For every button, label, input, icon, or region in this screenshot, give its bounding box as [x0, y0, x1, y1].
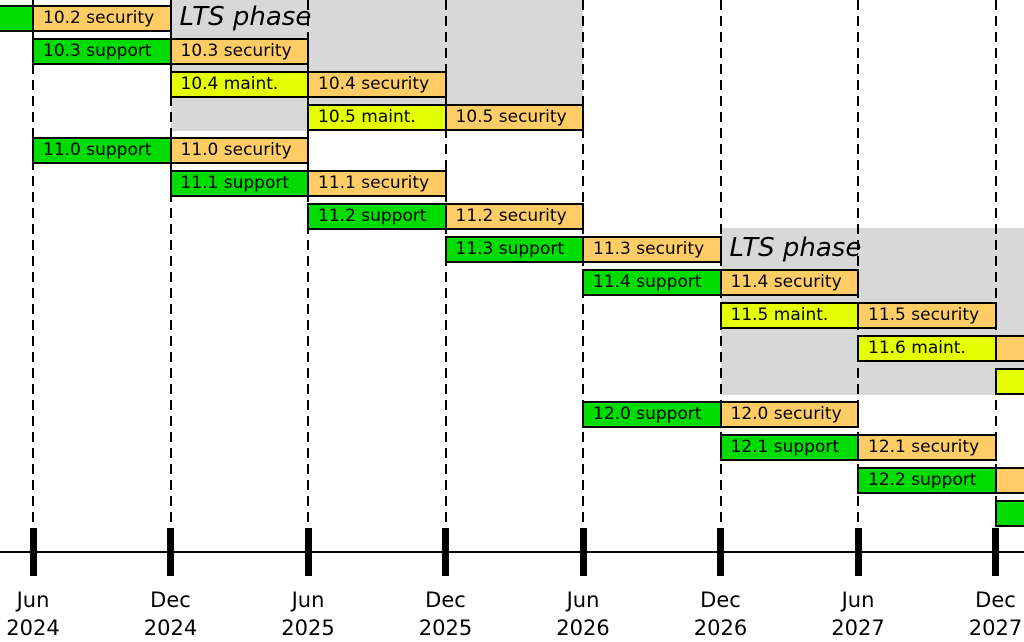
- bar-support: 12.1 support: [719, 434, 859, 461]
- bar-support: 12.0 support: [582, 401, 722, 428]
- bar-support: 12.2 support: [857, 467, 997, 494]
- tick-year: 2027: [968, 616, 1023, 640]
- bar-support: [0, 5, 34, 32]
- lts-phase-label: LTS phase: [179, 2, 312, 32]
- tick-year: 2026: [693, 616, 748, 640]
- tick-year: 2025: [418, 616, 473, 640]
- bar-maint: 10.4 maint.: [169, 71, 309, 98]
- axis-tick: [29, 528, 37, 576]
- bar-maint: 11.6 maint.: [857, 335, 997, 362]
- gridline-dashed: [169, 0, 172, 526]
- tick-year: 2026: [556, 616, 610, 640]
- bar-security: 12.0 security: [719, 401, 859, 428]
- bar-security: 10.3 security: [169, 38, 309, 65]
- gridline-dashed: [857, 0, 859, 526]
- gridline-dashed: [994, 0, 997, 526]
- bar-security: 11.5 security: [857, 302, 997, 329]
- bar-security: [994, 467, 1024, 494]
- bar-support: 11.3 support: [444, 236, 584, 263]
- bar-maint: 10.5 maint.: [307, 104, 447, 131]
- bar-maint: [994, 368, 1024, 395]
- tick-month: Dec: [975, 588, 1016, 612]
- bar-support: 10.3 support: [32, 38, 172, 65]
- lts-phase-label: LTS phase: [729, 233, 862, 263]
- bar-support: 11.2 support: [307, 203, 447, 230]
- bar-security: 11.0 security: [169, 137, 309, 164]
- axis-tick-label: Jun 2026: [523, 586, 643, 642]
- axis-tick-label: Dec 2026: [661, 586, 781, 642]
- axis-tick: [579, 528, 587, 576]
- bar-support: 11.0 support: [32, 137, 172, 164]
- bar-security: [994, 335, 1024, 362]
- tick-month: Dec: [700, 588, 741, 612]
- tick-month: Dec: [425, 588, 466, 612]
- bar-security: 11.3 security: [582, 236, 722, 263]
- axis-tick: [304, 528, 312, 576]
- tick-month: Jun: [566, 588, 600, 612]
- bar-security: 12.1 security: [857, 434, 997, 461]
- tick-month: Dec: [150, 588, 191, 612]
- bar-support: 11.4 support: [582, 269, 722, 296]
- gridline-dashed: [719, 0, 722, 526]
- bar-security: 10.2 security: [32, 5, 172, 32]
- bar-security: 11.2 security: [444, 203, 584, 230]
- bar-security: 11.1 security: [307, 170, 447, 197]
- bar-security: 10.5 security: [444, 104, 584, 131]
- axis-tick: [167, 528, 174, 576]
- bar-support: 11.1 support: [169, 170, 309, 197]
- bar-security: 10.4 security: [307, 71, 447, 98]
- gridline-dashed: [307, 0, 309, 526]
- axis-tick-label: Jun 2027: [798, 586, 918, 642]
- tick-month: Jun: [291, 588, 325, 612]
- tick-year: 2024: [6, 616, 60, 640]
- gridline-dashed: [32, 0, 34, 526]
- bar-security: 11.4 security: [719, 269, 859, 296]
- bar-support: [994, 500, 1024, 527]
- tick-year: 2025: [281, 616, 335, 640]
- gridline-dashed: [582, 0, 584, 526]
- axis-tick: [717, 528, 724, 576]
- axis-tick: [992, 528, 999, 576]
- axis-tick-label: Dec 2025: [386, 586, 506, 642]
- gridline-dashed: [444, 0, 447, 526]
- axis-tick-label: Jun 2024: [0, 586, 93, 642]
- axis-tick-label: Dec 2027: [936, 586, 1024, 642]
- tick-month: Jun: [16, 588, 50, 612]
- tick-month: Jun: [841, 588, 875, 612]
- tick-year: 2024: [143, 616, 198, 640]
- tick-year: 2027: [831, 616, 885, 640]
- bar-maint: 11.5 maint.: [719, 302, 859, 329]
- axis-tick: [442, 528, 449, 576]
- axis-tick-label: Jun 2025: [248, 586, 368, 642]
- axis-tick-label: Dec 2024: [111, 586, 231, 642]
- axis-tick: [854, 528, 862, 576]
- time-axis-line: [0, 551, 1024, 553]
